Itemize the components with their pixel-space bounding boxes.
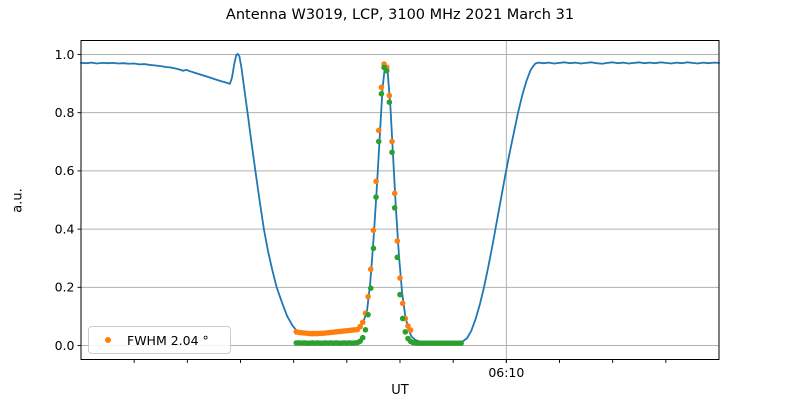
gaussian-fit-point — [399, 315, 406, 322]
y-tick-label: 0.4 — [55, 221, 75, 236]
drift-scan-data-point — [397, 275, 403, 281]
gaussian-fit-point — [370, 245, 377, 252]
legend-box: FWHM 2.04 ° — [88, 326, 231, 354]
drift-scan-data-point — [373, 178, 379, 185]
y-tick-label: 1.0 — [55, 47, 75, 62]
plot-series — [80, 52, 720, 347]
x-axis-label: UT — [391, 383, 409, 398]
gaussian-fit-point — [362, 327, 369, 333]
drift-scan-data-point — [389, 138, 395, 145]
scan-curve-line — [80, 52, 720, 344]
drift-scan-data-point — [394, 238, 401, 244]
axis-ticks — [77, 54, 667, 363]
legend-label: FWHM 2.04 ° — [127, 332, 209, 348]
drift-scan-data-point — [357, 323, 363, 330]
drift-scan-data-point — [367, 266, 374, 273]
drift-scan-data-point — [391, 190, 398, 197]
gaussian-fit-point — [373, 194, 379, 200]
gaussian-fit-point — [359, 334, 366, 341]
drift-scan-data-point — [399, 300, 406, 307]
gaussian-fit-point — [394, 254, 401, 261]
gaussian-fit-point — [458, 340, 464, 347]
drift-scan-data-point — [407, 327, 414, 333]
gaussian-fit-point — [383, 67, 390, 74]
x-tick-label: 06:10 — [488, 365, 524, 380]
drift-scan-data-point — [378, 84, 385, 91]
gaussian-fit-point — [402, 329, 409, 335]
drift-scan-data-point — [386, 92, 393, 99]
y-tick-label: 0.0 — [55, 338, 75, 353]
gaussian-fit-point — [365, 311, 371, 318]
drift-scan-data-point — [365, 293, 371, 300]
tick-labels: 0.0 0.2 0.4 0.6 0.8 1.0 06:10 — [55, 47, 525, 380]
gaussian-fit-point — [367, 285, 374, 291]
gaussian-fit-point — [391, 205, 398, 211]
drift-scan-data-point — [370, 227, 377, 234]
drift-scan-data-point — [375, 127, 382, 134]
gaussian-fit-point — [375, 138, 382, 145]
legend-marker-dot — [105, 337, 111, 343]
chart-title: Antenna W3019, LCP, 3100 MHz 2021 March … — [225, 7, 575, 23]
drift-scan-data-points — [293, 61, 414, 337]
gaussian-fit-points — [293, 64, 464, 347]
y-tick-label: 0.2 — [55, 280, 75, 295]
drift-scan-data-point — [405, 323, 411, 329]
gaussian-fit-point — [386, 99, 393, 105]
gaussian-fit-point — [389, 149, 395, 156]
gaussian-fit-point — [378, 90, 385, 97]
drift-scan-data-point — [359, 319, 366, 326]
plot-border — [80, 40, 720, 360]
gaussian-fit-point — [397, 291, 403, 298]
y-tick-label: 0.6 — [55, 163, 75, 178]
y-tick-label: 0.8 — [55, 105, 75, 120]
gridlines — [81, 40, 719, 360]
